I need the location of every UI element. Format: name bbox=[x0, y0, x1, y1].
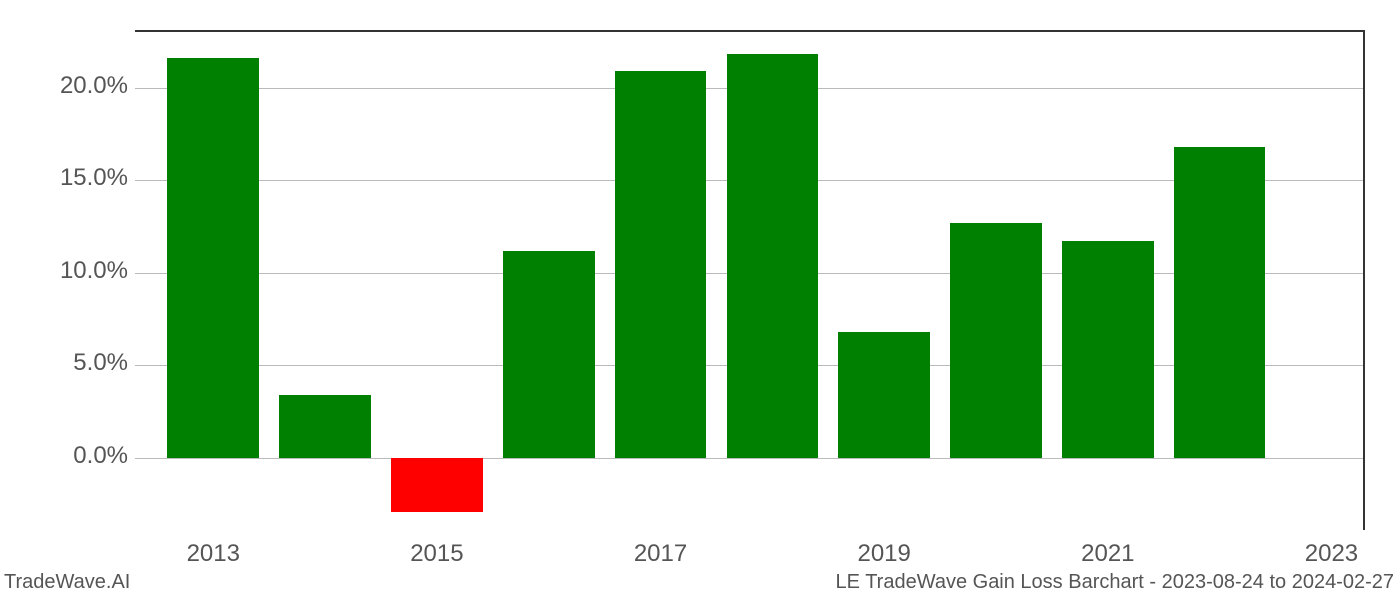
y-tick-label: 10.0% bbox=[8, 257, 128, 285]
x-tick-label: 2021 bbox=[1081, 540, 1134, 568]
chart-frame bbox=[135, 30, 1365, 530]
bar bbox=[727, 54, 819, 458]
x-tick-label: 2023 bbox=[1305, 540, 1358, 568]
bar bbox=[838, 332, 930, 458]
bar bbox=[1174, 147, 1266, 458]
x-tick-label: 2017 bbox=[634, 540, 687, 568]
bar bbox=[1062, 241, 1154, 458]
footer-attribution: TradeWave.AI bbox=[4, 571, 130, 594]
footer-title: LE TradeWave Gain Loss Barchart - 2023-0… bbox=[836, 571, 1394, 594]
x-tick-label: 2015 bbox=[410, 540, 463, 568]
x-tick-label: 2013 bbox=[187, 540, 240, 568]
bar bbox=[950, 223, 1042, 458]
bar bbox=[615, 71, 707, 458]
bar bbox=[503, 251, 595, 458]
bar bbox=[279, 395, 371, 458]
y-tick-label: 0.0% bbox=[8, 442, 128, 470]
bar bbox=[167, 58, 259, 458]
y-tick-label: 5.0% bbox=[8, 349, 128, 377]
grid-line bbox=[135, 458, 1363, 459]
bar bbox=[391, 458, 483, 512]
x-tick-label: 2019 bbox=[857, 540, 910, 568]
plot-area bbox=[135, 32, 1363, 530]
y-tick-label: 15.0% bbox=[8, 164, 128, 192]
y-tick-label: 20.0% bbox=[8, 72, 128, 100]
